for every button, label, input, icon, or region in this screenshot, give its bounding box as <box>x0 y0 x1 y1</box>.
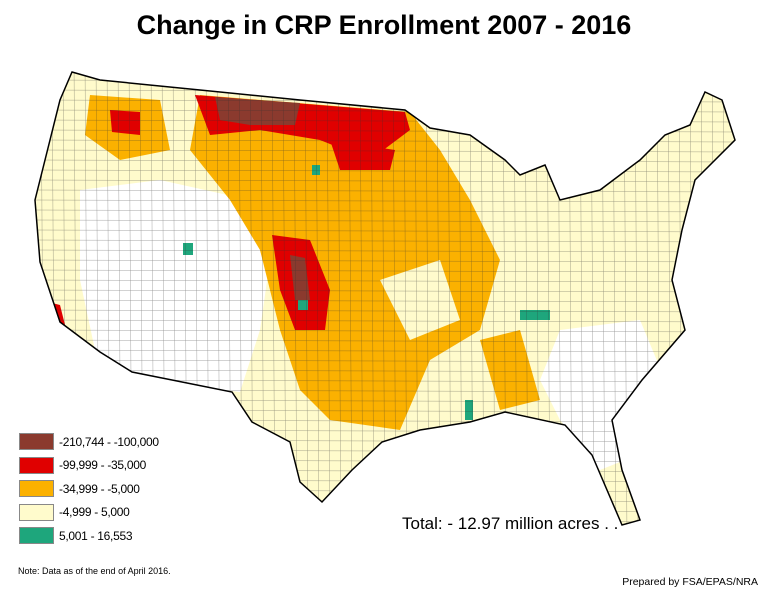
legend-label: 5,001 - 16,553 <box>59 528 133 543</box>
total-change-label: Total: - 12.97 million acres . . <box>402 514 619 533</box>
region-kentucky-green <box>520 310 550 320</box>
region-dakota-green <box>312 165 320 175</box>
legend-swatch <box>19 456 54 474</box>
region-colorado-brown <box>290 255 310 300</box>
region-southwest-nodata <box>80 180 270 392</box>
legend-item: -210,744 - -100,000 <box>19 430 159 453</box>
legend-label: -99,999 - -35,000 <box>59 458 146 472</box>
legend-item: -99,999 - -35,000 <box>19 454 159 477</box>
legend-item: -34,999 - -5,000 <box>19 477 159 500</box>
region-mississippi-green <box>465 400 473 420</box>
region-southeast-nodata <box>540 320 665 470</box>
region-plains-orange <box>190 95 500 430</box>
region-washington-red <box>110 110 140 135</box>
region-montana-brown <box>215 97 300 125</box>
credit-line: Prepared by FSA/EPAS/NRA <box>622 576 758 588</box>
legend-swatch <box>19 503 54 521</box>
legend-swatch <box>19 433 54 450</box>
legend-label: -210,744 - -100,000 <box>59 434 159 449</box>
region-utah-green <box>183 243 193 255</box>
legend-swatch <box>19 527 54 544</box>
legend-label: -34,999 - -5,000 <box>59 481 140 496</box>
data-note: Note: Data as of the end of April 2016. <box>18 566 171 576</box>
region-dakota-red <box>330 140 395 170</box>
legend: -210,744 - -100,000 -99,999 - -35,000 -3… <box>19 430 159 548</box>
legend-item: -4,999 - 5,000 <box>19 501 159 524</box>
map-title: Change in CRP Enrollment 2007 - 2016 <box>136 10 632 40</box>
legend-swatch <box>19 480 54 497</box>
region-kansas-green <box>298 300 308 310</box>
legend-label: -4,999 - 5,000 <box>59 505 130 519</box>
region-delta-orange <box>480 330 540 410</box>
legend-item: 5,001 - 16,553 <box>19 524 159 547</box>
region-patch <box>380 260 460 340</box>
